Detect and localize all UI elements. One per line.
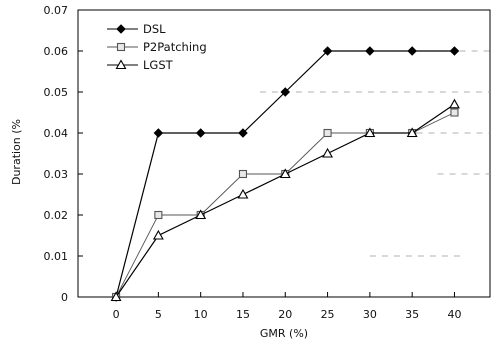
- data-point-lgst: [364, 127, 376, 138]
- legend-label-dsl: DSL: [143, 22, 166, 36]
- data-series: [110, 46, 460, 302]
- data-point-dsl: [195, 128, 206, 138]
- x-tick-label: 10: [194, 308, 208, 321]
- data-point-dsl: [407, 46, 417, 56]
- legend-label-lgst: LGST: [143, 58, 174, 72]
- x-tick-label: 40: [447, 308, 461, 321]
- legend-label-p2patching: P2Patching: [143, 40, 207, 54]
- x-tick-label: 15: [236, 308, 250, 321]
- data-point-lgst: [152, 229, 164, 240]
- x-axis-title: GMR (%): [260, 327, 308, 340]
- legend: DSL P2Patching LGST: [107, 22, 207, 72]
- x-tick-label: 20: [278, 308, 292, 321]
- y-tick-label: 0.07: [44, 4, 69, 17]
- y-axis-ticks: 0 0.01 0.02 0.03 0.04 0.05 0.06 0.07: [44, 4, 83, 304]
- data-point-lgst: [237, 188, 249, 199]
- data-point-dsl: [238, 128, 248, 138]
- legend-marker-lgst: [115, 59, 127, 70]
- data-point-lgst: [406, 127, 418, 138]
- y-tick-label: 0.04: [44, 127, 69, 140]
- data-point-dsl: [153, 128, 164, 138]
- x-tick-label: 30: [363, 308, 377, 321]
- x-tick-label: 0: [113, 308, 120, 321]
- data-point-lgst: [322, 147, 334, 158]
- data-point-p2patching: [154, 210, 163, 220]
- x-tick-label: 35: [405, 308, 419, 321]
- y-tick-label: 0.01: [44, 250, 69, 263]
- x-tick-label: 5: [155, 308, 162, 321]
- data-point-p2patching: [238, 169, 248, 179]
- y-tick-label: 0.05: [44, 86, 69, 99]
- data-point-dsl: [365, 46, 375, 56]
- y-tick-label: 0.03: [44, 168, 69, 181]
- data-point-dsl: [322, 46, 333, 56]
- y-tick-label: 0.02: [44, 209, 69, 222]
- y-tick-label: 0.06: [44, 45, 69, 58]
- x-axis-ticks: 0 5 10 15 20 25 30 35 40: [113, 292, 461, 321]
- data-point-dsl: [280, 87, 291, 97]
- data-point-dsl: [449, 46, 460, 56]
- legend-marker-dsl: [116, 24, 126, 34]
- y-tick-label: 0: [61, 291, 68, 304]
- data-point-lgst: [449, 98, 460, 109]
- x-tick-label: 25: [321, 308, 335, 321]
- y-axis-title: Duration (%: [10, 119, 23, 185]
- legend-marker-p2patching: [116, 42, 126, 52]
- data-point-p2patching: [323, 128, 332, 138]
- data-point-lgst: [195, 209, 207, 220]
- data-point-lgst: [279, 168, 291, 179]
- data-point-p2patching: [450, 108, 459, 117]
- plot-area: [77, 9, 491, 298]
- data-point-lgst: [110, 291, 122, 302]
